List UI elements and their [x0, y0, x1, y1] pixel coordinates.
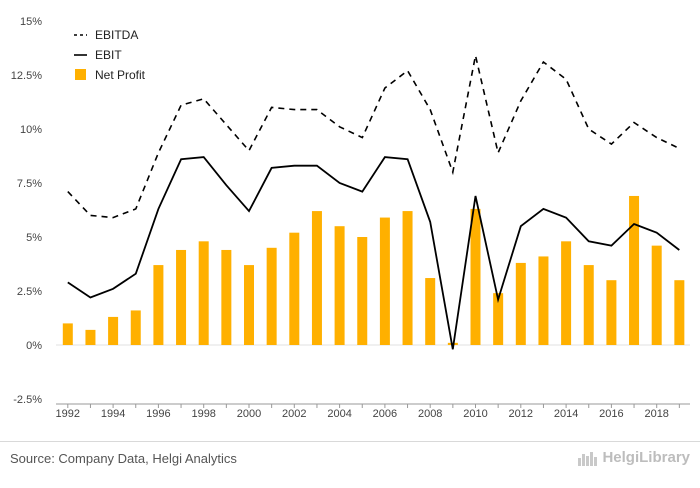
x-tick-label: 2000 — [237, 408, 261, 420]
net-profit-bar — [62, 323, 73, 345]
net-profit-bar — [130, 310, 141, 345]
net-profit-bar — [176, 249, 187, 345]
net-profit-bar — [538, 256, 549, 345]
legend-swatch-net-profit — [75, 69, 86, 80]
source-text: Source: Company Data, Helgi Analytics — [10, 451, 237, 466]
brand-name: HelgiLibrary — [602, 449, 690, 466]
legend-label: EBIT — [95, 48, 122, 62]
y-tick-label: 5% — [26, 232, 42, 244]
ebitda-line — [67, 55, 680, 219]
x-tick-label: 2006 — [373, 408, 397, 420]
x-tick-label: 1998 — [191, 408, 215, 420]
x-tick-label: 1994 — [101, 408, 125, 420]
net-profit-bar — [85, 329, 96, 345]
net-profit-bar — [266, 247, 277, 345]
net-profit-bar — [515, 262, 526, 345]
net-profit-bar — [583, 265, 594, 345]
net-profit-bar — [311, 211, 322, 345]
net-profit-bar — [108, 316, 119, 345]
net-profit-bar — [606, 280, 617, 345]
net-profit-bar — [244, 265, 254, 345]
net-profit-bar — [153, 265, 164, 345]
legend-label: Net Profit — [95, 68, 146, 82]
y-tick-label: -2.5% — [13, 394, 42, 406]
net-profit-bar — [561, 241, 572, 345]
legend-label: EBITDA — [95, 28, 138, 42]
x-tick-label: 2014 — [554, 408, 578, 420]
y-tick-label: 12.5% — [11, 70, 42, 82]
y-tick-label: 7.5% — [17, 178, 42, 190]
x-tick-label: 2010 — [463, 408, 487, 420]
y-tick-label: 2.5% — [17, 286, 42, 298]
x-tick-label: 2002 — [282, 408, 306, 420]
brand-logo: HelgiLibrary — [578, 449, 690, 466]
ebit-line — [67, 156, 680, 350]
net-profit-bar — [334, 226, 345, 345]
library-icon — [578, 450, 598, 466]
x-tick-label: 2008 — [418, 408, 442, 420]
x-tick-label: 2018 — [644, 408, 668, 420]
y-tick-label: 15% — [20, 16, 42, 28]
y-tick-label: 10% — [20, 124, 42, 136]
x-tick-label: 1992 — [56, 408, 80, 420]
net-profit-bar — [629, 195, 640, 345]
net-profit-bar — [493, 293, 504, 345]
footer-divider — [0, 441, 700, 442]
net-profit-bar — [470, 208, 481, 345]
x-tick-label: 2012 — [509, 408, 533, 420]
net-profit-bar — [674, 280, 685, 345]
net-profit-bar — [198, 241, 209, 345]
net-profit-bar — [221, 249, 232, 345]
x-tick-label: 2016 — [599, 408, 623, 420]
net-profit-bar — [402, 211, 413, 345]
net-profit-bar — [379, 217, 390, 345]
x-tick-label: 1996 — [146, 408, 170, 420]
y-tick-label: 0% — [26, 340, 42, 352]
x-tick-label: 2004 — [327, 408, 351, 420]
net-profit-bar — [651, 245, 662, 345]
net-profit-bar — [289, 232, 300, 345]
net-profit-bar — [357, 237, 368, 345]
net-profit-bar — [425, 278, 436, 345]
